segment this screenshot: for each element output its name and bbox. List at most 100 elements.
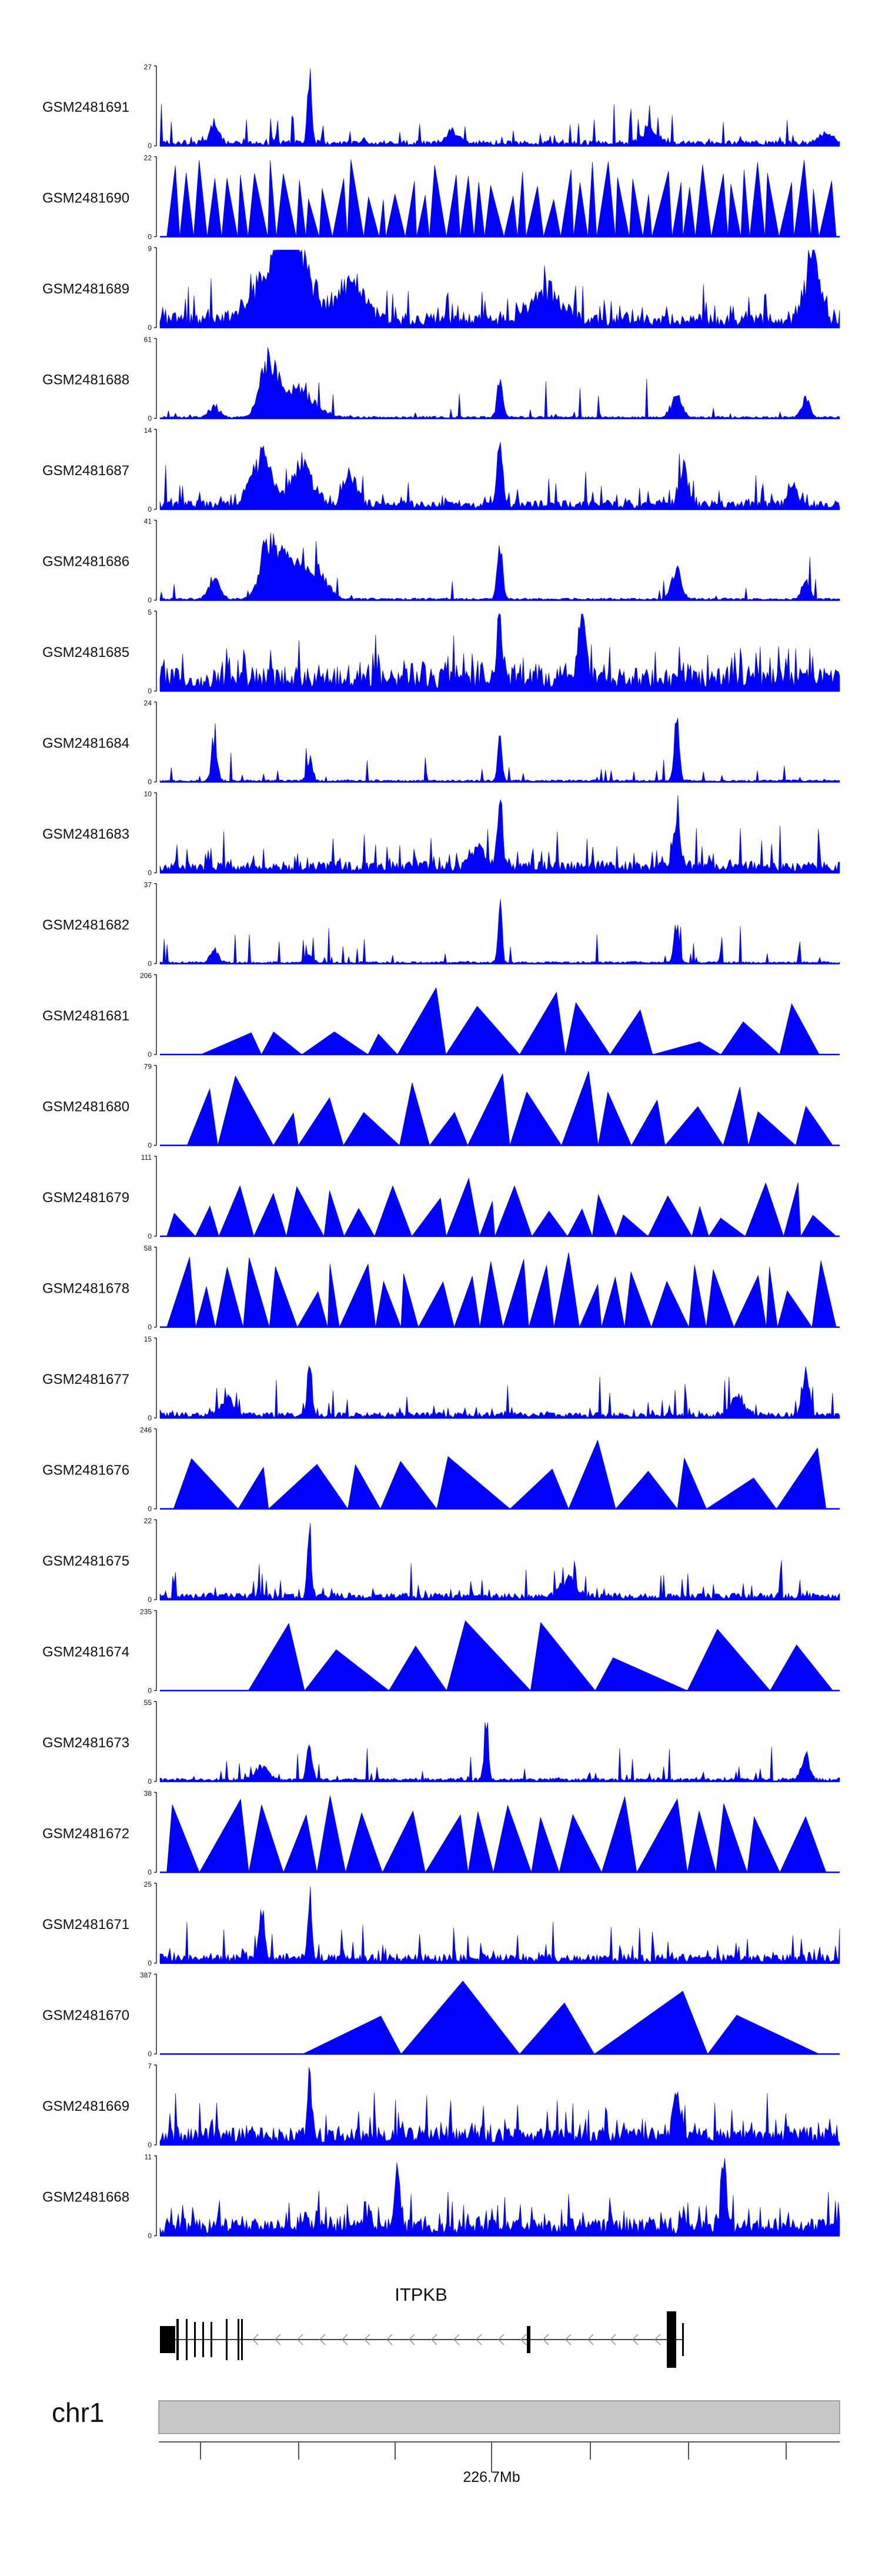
y-axis-max-label: 15 [144,1335,152,1343]
strand-chevron [342,2334,348,2345]
signal-area [159,613,840,692]
track-GSM2481678: GSM2481678 58 0 [42,1244,840,1332]
y-axis-min-label: 0 [148,505,152,513]
track-GSM2481690: GSM2481690 22 0 [42,154,840,241]
signal-area [159,1523,840,1600]
strand-chevron [431,2334,437,2345]
signal-area [159,2067,840,2145]
track-name-label: GSM2481672 [42,1826,129,1842]
y-axis-max-label: 79 [144,1063,152,1071]
y-axis-min-label: 0 [148,2232,152,2240]
gene-exon [194,2322,196,2357]
gene-exon [160,2326,175,2353]
strand-chevron [364,2334,370,2345]
track-GSM2481675: GSM2481675 22 0 [42,1517,840,1604]
strand-chevron [520,2334,527,2345]
gene-exon [186,2319,188,2360]
y-axis-max-label: 246 [140,1426,152,1434]
signal-area [159,1886,840,1964]
signal-area [201,987,820,1055]
strand-chevron [476,2334,482,2345]
strand-chevron [565,2334,572,2345]
track-GSM2481679: GSM2481679 111 0 [42,1153,840,1240]
y-axis-max-label: 206 [140,972,152,980]
chromosome-ideogram [158,2400,840,2434]
y-axis-min-label: 0 [148,2141,152,2149]
y-axis-max-label: 37 [144,881,152,889]
y-axis-max-label: 7 [148,2062,152,2070]
track-GSM2481681: GSM2481681 206 0 [42,972,840,1059]
signal-area [159,2158,840,2236]
strand-chevron [386,2334,393,2345]
y-axis-max-label: 27 [144,63,152,71]
track-name-label: GSM2481677 [42,1372,129,1387]
signal-area [186,1070,833,1146]
y-axis-max-label: 387 [140,1971,152,1980]
y-axis-min-label: 0 [148,1959,152,1967]
gene-exon [176,2319,179,2360]
gene-exon [527,2326,530,2353]
track-name-label: GSM2481690 [42,191,129,206]
track-GSM2481674: GSM2481674 235 0 [42,1608,840,1695]
y-axis-min-label: 0 [148,687,152,695]
signal-area [159,1722,840,1782]
y-axis-min-label: 0 [148,1323,152,1332]
signal-tracks: GSM2481691270GSM2481690220GSM248168990GS… [42,63,840,2240]
chromosome-label: chr1 [52,2397,104,2428]
track-name-label: GSM2481673 [42,1735,129,1751]
signal-area [159,532,840,600]
y-axis-min-label: 0 [148,1050,152,1059]
y-axis-min-label: 0 [148,142,152,150]
strand-chevron [319,2334,326,2345]
track-GSM2481668: GSM2481668 11 0 [42,2153,840,2240]
y-axis-max-label: 41 [144,518,152,526]
track-GSM2481687: GSM2481687 14 0 [42,426,840,513]
y-axis-max-label: 14 [144,426,152,435]
y-axis-max-label: 61 [144,336,152,344]
track-GSM2481685: GSM2481685 5 0 [42,608,840,695]
strand-chevron [252,2334,259,2345]
y-axis-min-label: 0 [148,1777,152,1786]
track-name-label: GSM2481680 [42,1099,129,1115]
strand-chevron [587,2334,594,2345]
y-axis-min-label: 0 [148,233,152,241]
strand-chevron [543,2334,549,2345]
strand-chevron [610,2334,616,2345]
gene-exon [226,2319,228,2360]
y-axis-min-label: 0 [148,1232,152,1240]
y-axis-min-label: 0 [148,596,152,605]
gene-exon [667,2311,676,2368]
gene-exon [211,2322,212,2357]
track-GSM2481671: GSM2481671 25 0 [42,1880,840,1967]
y-axis-min-label: 0 [148,323,152,332]
y-axis-max-label: 22 [144,154,152,162]
track-GSM2481670: GSM2481670 387 0 [42,1971,840,2058]
strand-chevron [297,2334,303,2345]
gene-exon [241,2319,243,2360]
track-GSM2481677: GSM2481677 15 0 [42,1335,840,1422]
y-axis-min-label: 0 [148,869,152,877]
track-name-label: GSM2481685 [42,645,129,660]
gene-exon [682,2323,684,2356]
track-name-label: GSM2481671 [42,1917,129,1933]
track-name-label: GSM2481687 [42,463,129,479]
strand-chevron [632,2334,639,2345]
y-axis-max-label: 38 [144,1790,152,1798]
signal-area [159,795,840,873]
track-GSM2481686: GSM2481686 41 0 [42,518,840,605]
signal-area [248,1620,834,1691]
track-name-label: GSM2481691 [42,99,129,115]
gene-track: ITPKB [160,2284,684,2368]
strand-chevron [409,2334,415,2345]
y-axis-max-label: 25 [144,1880,152,1888]
y-axis-min-label: 0 [148,778,152,786]
gene-name-label: ITPKB [395,2284,447,2305]
y-axis-max-label: 111 [141,1153,152,1162]
track-name-label: GSM2481674 [42,1644,129,1660]
track-name-label: GSM2481681 [42,1008,129,1024]
signal-area [159,68,840,146]
signal-area [173,1439,827,1509]
track-GSM2481689: GSM2481689 9 0 [42,245,840,332]
track-name-label: GSM2481669 [42,2098,129,2114]
gene-model [160,2311,684,2368]
